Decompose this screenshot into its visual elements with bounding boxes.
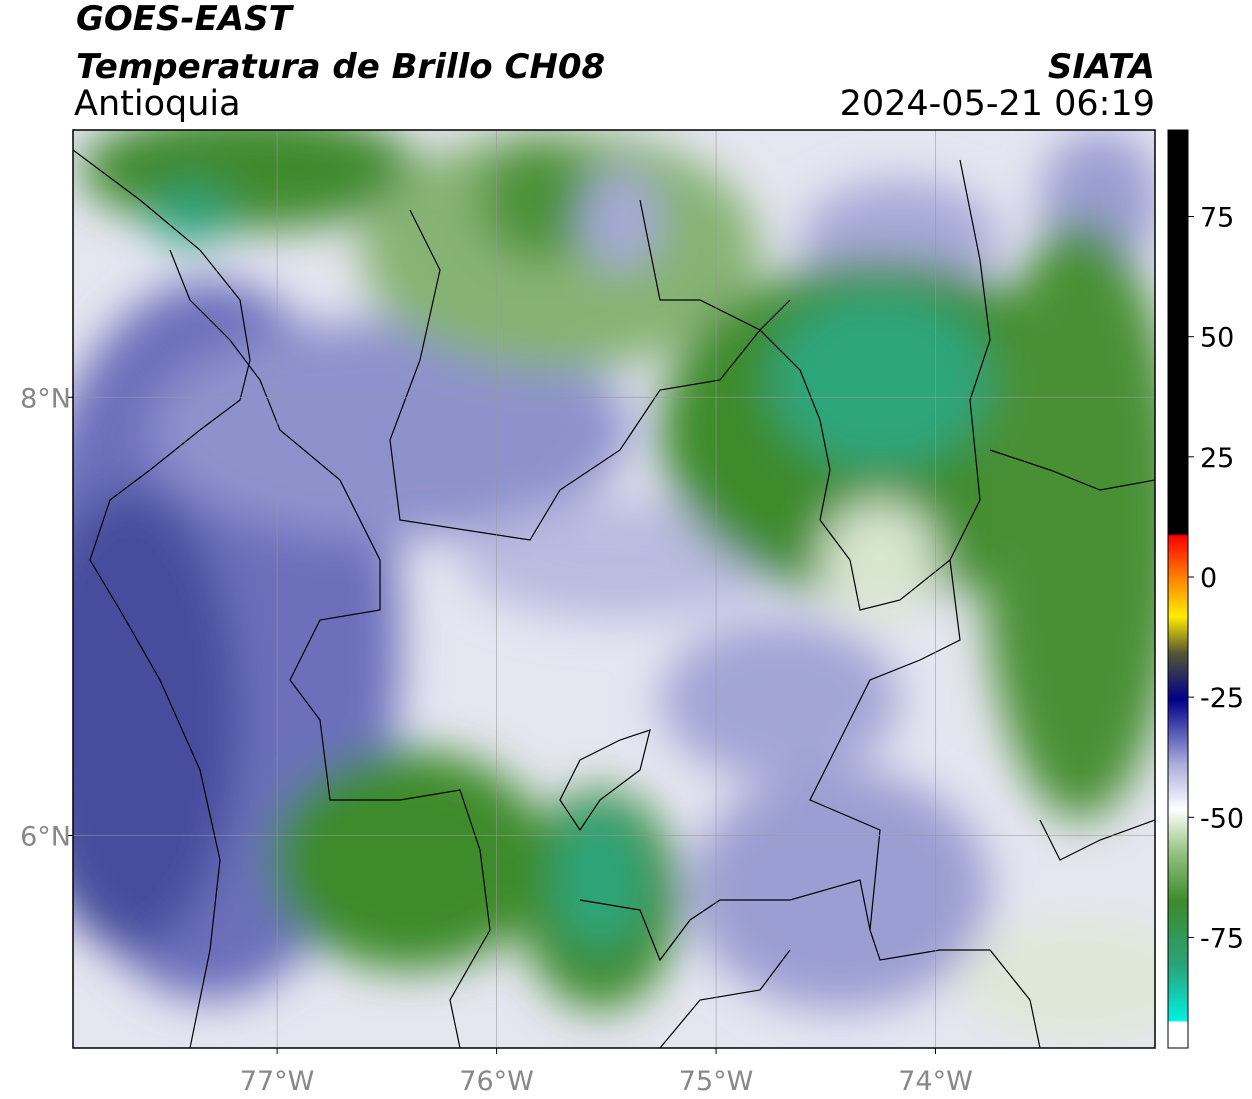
source: SIATA: [1048, 47, 1155, 87]
y-tick-label: 8°N: [20, 383, 71, 414]
subtitle: Temperatura de Brillo CH08: [76, 47, 605, 87]
colorbar-tick-label: 25: [1200, 443, 1234, 474]
title: GOES-EAST: [76, 0, 295, 39]
map-frame: [72, 129, 1156, 1049]
colorbar-tick-label: -50: [1200, 803, 1244, 834]
colorbar: [1167, 129, 1189, 1049]
colorbar-tick-label: 75: [1200, 203, 1234, 234]
colorbar-tick-label: -75: [1200, 923, 1244, 954]
x-tick-label: 75°W: [679, 1066, 754, 1097]
satellite-image: [73, 130, 1155, 1048]
colorbar-tick-label: 0: [1200, 563, 1217, 594]
timestamp: 2024-05-21 06:19: [840, 84, 1155, 124]
x-tick-label: 76°W: [459, 1066, 534, 1097]
colorbar-tick-label: -25: [1200, 683, 1244, 714]
x-tick-label: 77°W: [240, 1066, 315, 1097]
x-tick-label: 74°W: [898, 1066, 973, 1097]
region: Antioquia: [74, 84, 241, 124]
colorbar-tick-label: 50: [1200, 323, 1234, 354]
graticule: [73, 130, 1155, 1048]
y-tick-label: 6°N: [20, 821, 71, 852]
